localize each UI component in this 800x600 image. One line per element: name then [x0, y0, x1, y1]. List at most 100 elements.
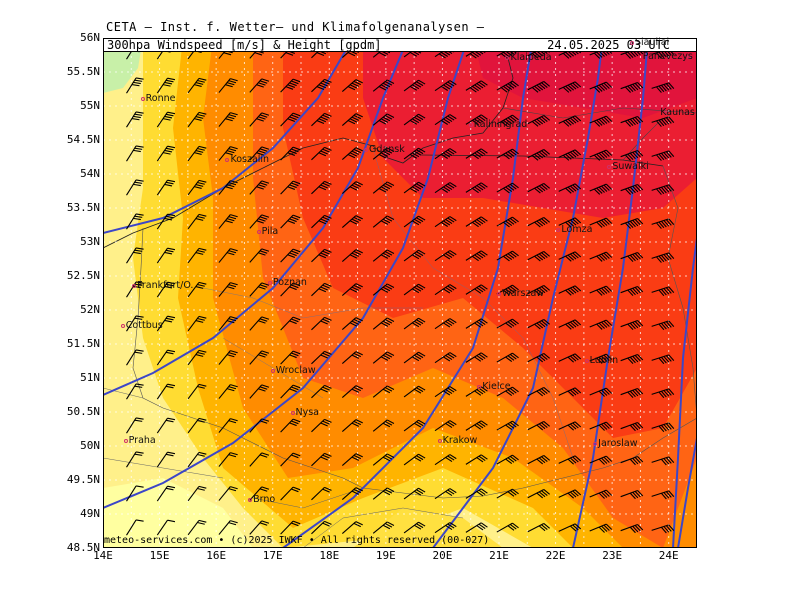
forecast-datetime: 24.05.2025 03 UTC: [547, 38, 670, 52]
wind-barb: [465, 522, 488, 533]
city-marker: [248, 498, 253, 503]
wind-barb: [156, 315, 176, 332]
wind-barb: [126, 451, 144, 468]
wind-barb: [341, 181, 363, 194]
city-label: Kaunas: [660, 106, 695, 118]
wind-barbs: [126, 43, 675, 536]
wind-barb: [187, 417, 207, 434]
wind-barb: [651, 388, 675, 399]
wind-barb: [372, 215, 395, 228]
wind-barb: [187, 77, 207, 94]
wind-barb: [403, 79, 426, 92]
city-label: Pila: [261, 225, 279, 237]
city-marker: [267, 280, 272, 285]
wind-barb: [280, 418, 301, 433]
wind-barb: [341, 249, 363, 262]
city-label: Lublin: [589, 355, 619, 366]
wind-barb: [558, 489, 582, 499]
wind-barb: [403, 453, 426, 466]
longitude-tick-label: 18E: [319, 549, 340, 562]
wind-barb: [311, 350, 332, 365]
wind-barb: [651, 150, 675, 161]
wind-barb: [620, 319, 644, 330]
wind-barb: [465, 114, 488, 126]
city-marker: [468, 123, 473, 128]
longitude-tick-label: 22E: [545, 549, 566, 562]
wind-barb: [620, 387, 644, 398]
wind-barb: [341, 113, 363, 126]
wind-barb: [156, 247, 176, 264]
wind-barb: [403, 181, 426, 194]
wind-barb: [372, 385, 395, 398]
wind-barb: [372, 113, 395, 126]
wind-barb: [434, 420, 457, 432]
wind-barb: [403, 317, 426, 330]
wind-barb: [156, 417, 176, 434]
wind-barb: [280, 350, 301, 365]
wind-barb: [187, 451, 207, 468]
czech-slovak-border: [103, 387, 464, 548]
wind-barb: [156, 145, 176, 162]
wind-barb: [280, 316, 301, 331]
wind-barb: [558, 81, 582, 93]
latitude-tick-label: 56N: [80, 31, 100, 44]
wind-barb: [126, 77, 144, 94]
wind-barb: [434, 80, 457, 92]
wind-barb: [156, 485, 176, 502]
wind-speed-map[interactable]: [103, 38, 697, 548]
city-label: Brno: [253, 494, 276, 506]
baltic-coastline: [103, 38, 524, 249]
wind-barb: [249, 384, 270, 399]
wind-barb: [589, 489, 613, 499]
wind-barb: [280, 384, 301, 399]
wind-barb: [341, 215, 363, 228]
latitude-tick-label: 48.5N: [66, 541, 100, 554]
wind-barb: [280, 520, 301, 535]
city-marker: [132, 284, 137, 289]
wind-barb: [403, 283, 426, 296]
wind-barb: [126, 247, 144, 264]
wind-barb: [465, 80, 488, 93]
level-band-10: [103, 478, 253, 548]
wind-barb: [403, 487, 426, 500]
wind-barb: [589, 183, 613, 195]
wind-barb: [465, 318, 488, 329]
wind-barb: [249, 282, 270, 297]
wind-barb: [527, 80, 550, 93]
wind-barb: [280, 112, 301, 127]
wind-barb: [589, 251, 613, 262]
latitude-tick-label: 54N: [80, 167, 100, 180]
wind-barb: [280, 248, 301, 263]
wind-barb: [249, 520, 270, 535]
wind-barb: [311, 78, 332, 93]
wind-barb: [651, 490, 675, 500]
wind-barb: [589, 115, 613, 127]
wind-barb: [249, 486, 270, 501]
wind-barb: [249, 316, 270, 331]
map-frame: [103, 38, 697, 548]
wind-barb: [465, 250, 488, 262]
city-label: Warszaw: [502, 288, 545, 300]
city-label: Panevezys: [642, 51, 693, 63]
wind-barb: [249, 180, 270, 195]
wind-barb: [651, 116, 675, 127]
city-marker: [364, 148, 369, 153]
city-label: Koszalin: [230, 154, 270, 166]
wind-barb: [496, 80, 519, 93]
wind-barb: [126, 417, 144, 434]
wind-barb: [527, 182, 550, 194]
latitude-tick-label: 51.5N: [66, 337, 100, 350]
wind-barb: [434, 454, 457, 466]
wind-barb: [434, 488, 457, 500]
wind-barb: [249, 214, 270, 229]
wind-barb: [527, 216, 550, 228]
wind-barb: [126, 145, 144, 162]
wind-barb: [558, 523, 582, 532]
wind-barb: [620, 455, 644, 466]
wind-barb: [311, 214, 332, 229]
city-label: Suwalki: [612, 161, 649, 173]
wind-barb: [218, 78, 238, 93]
wind-barb: [218, 248, 238, 263]
wind-barb: [218, 486, 238, 501]
wind-barb: [187, 179, 207, 196]
